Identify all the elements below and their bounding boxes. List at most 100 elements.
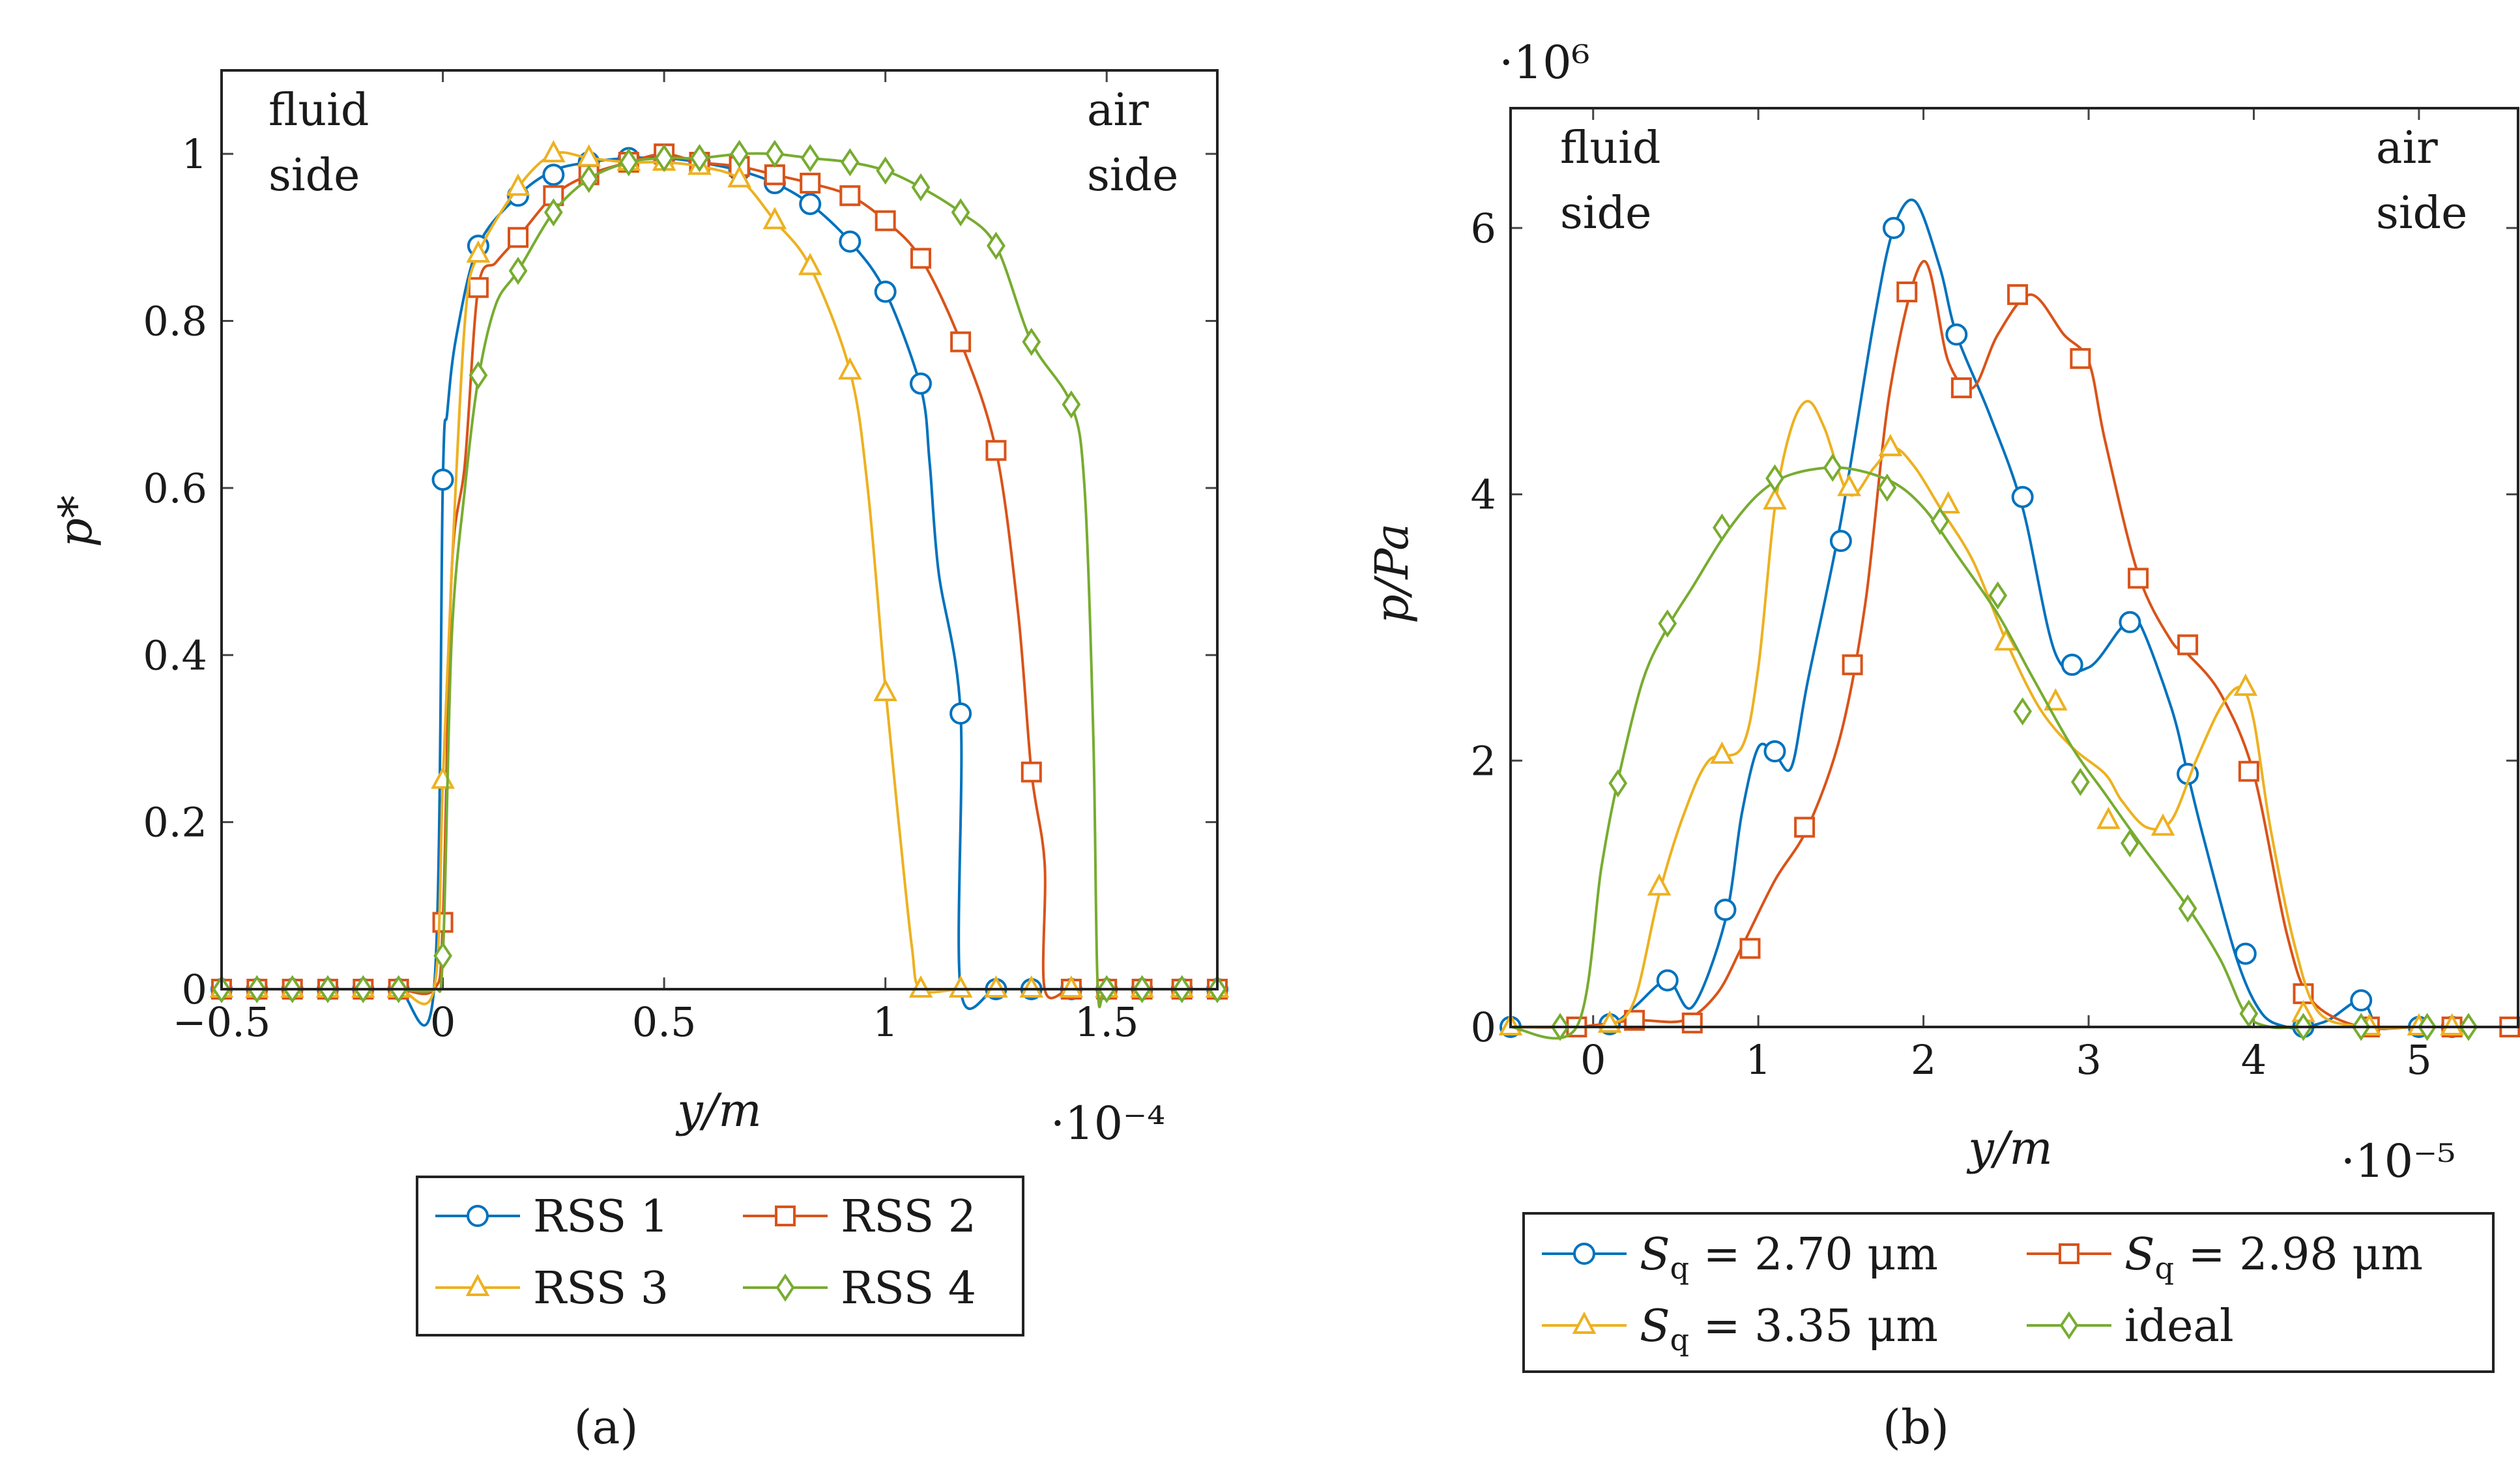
panel-a-fluid-label: fluid [268, 85, 369, 136]
panel-a-data-point [619, 148, 639, 177]
panel-a-data-point [765, 139, 785, 168]
panel-a-data-point [541, 139, 566, 163]
panel-a-legend-label: RSS 1 [533, 1191, 669, 1243]
panel-b-data-point [2013, 697, 2033, 726]
panel-a-data-point [875, 210, 896, 231]
panel-a-data-point [909, 372, 932, 395]
panel-a-x-tick-label: 0 [430, 998, 456, 1046]
panel-b-series-line [1510, 466, 2518, 1040]
panel-a-legend-entries: RSS 1 RSS 2 RSS 3 RSS 4 [435, 1191, 976, 1314]
panel-a-data-point [799, 193, 822, 216]
panel-a-legend-label: RSS 3 [533, 1263, 669, 1314]
panel-b-series-3 [1498, 399, 2518, 1035]
panel-a-data-point [762, 207, 787, 229]
panel-a-y-tick-label: 1 [182, 130, 207, 178]
panel-b-data-point [1714, 899, 1737, 921]
panel-b-frame [1509, 107, 2519, 1028]
panel-a-data-point [874, 280, 897, 303]
panel-a-data-point [508, 227, 529, 248]
panel-b-y-tick-label: 2 [1471, 737, 1496, 785]
panel-b-legend [1522, 1212, 2495, 1373]
panel-b-y-scale-label: ·10⁶ [1499, 36, 1589, 89]
panel-a-data-point [433, 942, 452, 970]
panel-b-side-label-right: side [2376, 188, 2467, 239]
panel-b-data-point [2239, 999, 2259, 1028]
panel-b-y-tick-label: 0 [1471, 1004, 1496, 1051]
panel-a-legend-marker [775, 1273, 795, 1302]
panel-a-y-tick-label: 0.4 [143, 631, 207, 679]
panel-b-data-point [2440, 1013, 2464, 1035]
panel-b-y-tick-label: 6 [1471, 205, 1496, 252]
panel-a-y-tick-label: 0.8 [143, 298, 207, 345]
panel-b-data-point [1930, 506, 1950, 536]
panel-b-legend-entry: Sq = 2.98 μm [2027, 1229, 2423, 1286]
panel-b-air-label: air [2376, 123, 2438, 174]
panel-b-data-point [1681, 1012, 1703, 1033]
panel-b-data-point [2061, 654, 2083, 676]
panel-b-x-tick-label: 2 [1911, 1036, 1936, 1084]
panel-b-data-point [1763, 740, 1786, 762]
panel-a-series-line [222, 151, 1217, 1005]
panel-b-data-point [2238, 760, 2259, 782]
panel-a-tick-labels: −0.5 0 0.5 1 1.500.20.40.60.81 [143, 130, 1138, 1046]
panel-a-data-point [467, 277, 489, 298]
panel-b-data-point [1877, 473, 1897, 502]
panel-b-data-point [1823, 454, 1842, 482]
panel-a-data-point [950, 331, 972, 353]
panel-b-legend-label: Sq = 2.70 μm [1640, 1229, 1938, 1286]
panel-b-data-point [1837, 474, 1861, 497]
panel-a-legend-label: RSS 4 [841, 1263, 976, 1314]
panel-a-data-point [579, 165, 599, 194]
panel-a-legend-label: RSS 2 [841, 1191, 976, 1243]
panel-a-data-point [873, 678, 898, 701]
panel-b-series-line [1510, 198, 2518, 1030]
panel-b-x-axis-label: y/m [1966, 1121, 2053, 1175]
panel-a-y-tick-label: 0.2 [143, 799, 207, 846]
panel-a-data-point [542, 164, 565, 186]
panel-b-series-line [1510, 260, 2518, 1030]
panel-b-data-point [1763, 487, 1787, 510]
panel-a-data-point [876, 156, 895, 185]
panel-a-data-point [431, 469, 454, 491]
panel-b-data-point [2007, 284, 2029, 306]
panel-b-data-point [2151, 813, 2175, 836]
panel-a-series-line [222, 152, 1217, 1009]
panel-a-legend-marker [467, 1205, 489, 1227]
panel-b-data-point [1765, 464, 1784, 493]
panel-a-series-line [222, 152, 1217, 1000]
panel-a-data-point [431, 766, 455, 789]
panel-a-legend-entry: RSS 1 [435, 1191, 669, 1243]
panel-a-x-tick-label: 1 [873, 998, 898, 1046]
panel-b-data-point [2177, 634, 2199, 656]
panel-a-data-point [837, 357, 862, 380]
panel-b-data-point [1829, 530, 1852, 553]
panel-b-data-point [1936, 491, 1960, 513]
panel-b-fluid-label: fluid [1560, 123, 1660, 174]
panel-b-data-point [1882, 216, 1905, 239]
panel-b-data-point [1988, 581, 2008, 610]
panel-a-data-point [543, 198, 563, 227]
panel-a-data-point [949, 702, 972, 725]
panel-a-series-1 [210, 147, 1228, 1027]
panel-b-tick-labels: 0 1 2 3 4 5 0 2 4 6 [1471, 205, 2432, 1084]
panel-b-data-point [2096, 807, 2121, 830]
panel-b-data-point [1842, 654, 1863, 676]
panel-a-legend-entry: RSS 4 [743, 1263, 976, 1314]
panel-a-legend-marker [465, 1273, 490, 1296]
panel-b-legend-marker [1573, 1243, 1595, 1265]
panel-b-data-point [1794, 816, 1816, 838]
panel-b-legend-marker [2059, 1243, 2079, 1264]
panel-a-y-axis-label: p* [49, 495, 102, 547]
panel-a-data-point [654, 143, 674, 173]
panel-a-data-point [911, 173, 931, 202]
panel-a-data-point [1019, 975, 1044, 998]
panel-b-data-point [2178, 894, 2197, 923]
panel-a-legend-entry: RSS 3 [435, 1263, 669, 1314]
panel-b-legend-label: Sq = 3.35 μm [1640, 1301, 1938, 1357]
panel-a-side-label-right: side [1087, 150, 1178, 201]
panel-b-x-tick-label: 3 [2076, 1036, 2101, 1084]
panel-b-data-point [1710, 741, 1734, 764]
panel-a-legend-marker [775, 1206, 796, 1226]
panel-a-x-scale-label: ·10⁻⁴ [1050, 1097, 1165, 1150]
